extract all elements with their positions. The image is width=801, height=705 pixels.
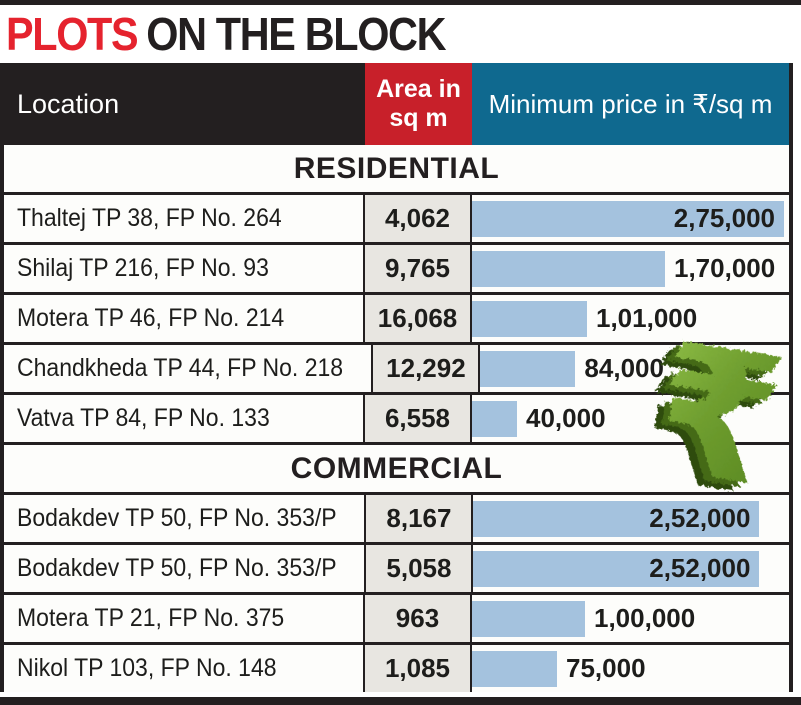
price-bar xyxy=(480,350,576,387)
table-row: Bodakdev TP 50, FP No. 353/P 8,167 2,52,00… xyxy=(4,495,789,545)
top-strip xyxy=(0,0,801,5)
price-bar xyxy=(472,600,585,637)
location-text: Chandkheda TP 44, FP No. 218 xyxy=(17,354,344,382)
area-cell: 8,167 xyxy=(366,495,474,542)
location-cell: Motera TP 21, FP No. 375 xyxy=(4,595,365,642)
price-cell: 2,75,000 xyxy=(472,195,789,242)
price-label: 1,01,000 xyxy=(596,303,698,333)
title-highlight: PLOTS xyxy=(6,8,139,60)
price-bar xyxy=(472,650,557,687)
location-cell: Vatva TP 84, FP No. 133 xyxy=(4,395,365,442)
area-cell: 4,062 xyxy=(365,195,472,242)
table-row: Thaltej TP 38, FP No. 264 4,062 2,75,000 xyxy=(4,195,789,245)
price-bar xyxy=(472,300,587,337)
area-cell: 16,068 xyxy=(365,295,472,342)
location-text: Shilaj TP 216, FP No. 93 xyxy=(17,254,269,282)
price-label: 84,000 xyxy=(584,353,664,383)
location-text: Thaltej TP 38, FP No. 264 xyxy=(17,204,282,232)
table-row: Chandkheda TP 44, FP No. 218 12,292 84,000 xyxy=(4,345,789,395)
area-cell: 5,058 xyxy=(366,545,474,592)
column-header-price: Minimum price in ₹/sq m xyxy=(472,63,789,145)
area-cell: 12,292 xyxy=(373,345,481,392)
price-cell: 1,70,000 xyxy=(472,245,789,292)
price-bar xyxy=(472,400,517,437)
price-label: 75,000 xyxy=(566,653,646,683)
price-cell: 75,000 xyxy=(472,645,789,692)
location-cell: Thaltej TP 38, FP No. 264 xyxy=(4,195,365,242)
location-cell: Shilaj TP 216, FP No. 93 xyxy=(4,245,365,292)
price-label: 2,52,000 xyxy=(649,553,751,583)
location-text: Bodakdev TP 50, FP No. 353/P xyxy=(17,554,337,582)
table-header-row: Location Area in sq m Minimum price in ₹… xyxy=(4,63,789,145)
location-text: Motera TP 46, FP No. 214 xyxy=(17,304,285,332)
section-header-commercial: COMMERCIAL xyxy=(4,445,789,495)
location-text: Bodakdev TP 50, FP No. 353/P xyxy=(17,504,337,532)
price-cell: 40,000 xyxy=(472,395,789,442)
page-title: PLOTS ON THE BLOCK xyxy=(0,5,801,63)
price-bar xyxy=(472,250,665,287)
area-cell: 1,085 xyxy=(365,645,472,692)
bottom-strip xyxy=(0,697,801,705)
price-label: 1,00,000 xyxy=(594,603,696,633)
table-row: Vatva TP 84, FP No. 133 6,558 40,000 xyxy=(4,395,789,445)
price-cell: 1,01,000 xyxy=(472,295,789,342)
data-table: Location Area in sq m Minimum price in ₹… xyxy=(0,63,793,692)
price-cell: 1,00,000 xyxy=(472,595,789,642)
location-cell: Chandkheda TP 44, FP No. 218 xyxy=(4,345,374,392)
column-header-location: Location xyxy=(4,63,365,145)
price-bar: 2,52,000 xyxy=(473,550,760,587)
price-label: 1,70,000 xyxy=(674,253,776,283)
price-label: 40,000 xyxy=(526,403,606,433)
location-cell: Nikol TP 103, FP No. 148 xyxy=(4,645,365,692)
price-cell: 2,52,000 xyxy=(473,545,789,592)
table-row: Nikol TP 103, FP No. 148 1,085 75,000 xyxy=(4,645,789,692)
location-text: Nikol TP 103, FP No. 148 xyxy=(17,654,277,682)
price-cell: 84,000 xyxy=(480,345,789,392)
price-bar: 2,75,000 xyxy=(472,200,784,237)
table-row: Shilaj TP 216, FP No. 93 9,765 1,70,000 xyxy=(4,245,789,295)
location-cell: Bodakdev TP 50, FP No. 353/P xyxy=(4,495,367,542)
title-rest: ON THE BLOCK xyxy=(146,8,446,60)
table-row: Motera TP 46, FP No. 214 16,068 1,01,000 xyxy=(4,295,789,345)
price-cell: 2,52,000 xyxy=(473,495,789,542)
location-text: Motera TP 21, FP No. 375 xyxy=(17,604,285,632)
area-cell: 9,765 xyxy=(365,245,472,292)
table-row: Bodakdev TP 50, FP No. 353/P 5,058 2,52,00… xyxy=(4,545,789,595)
location-cell: Bodakdev TP 50, FP No. 353/P xyxy=(4,545,367,592)
table-body: RESIDENTIAL Thaltej TP 38, FP No. 264 4,06… xyxy=(4,145,789,692)
column-header-area: Area in sq m xyxy=(365,63,472,145)
location-text: Vatva TP 84, FP No. 133 xyxy=(17,404,270,432)
price-label: 2,75,000 xyxy=(673,203,775,233)
table-row: Motera TP 21, FP No. 375 963 1,00,000 xyxy=(4,595,789,645)
price-label: 2,52,000 xyxy=(649,503,751,533)
price-bar: 2,52,000 xyxy=(473,500,760,537)
area-cell: 6,558 xyxy=(365,395,472,442)
area-cell: 963 xyxy=(365,595,472,642)
location-cell: Motera TP 46, FP No. 214 xyxy=(4,295,365,342)
section-header-residential: RESIDENTIAL xyxy=(4,145,789,195)
